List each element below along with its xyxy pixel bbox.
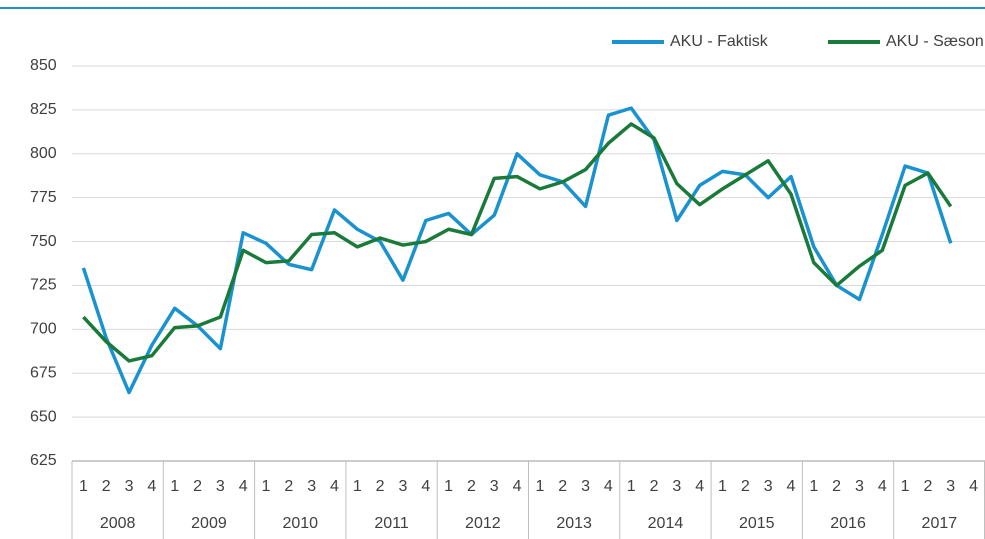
x-tick-label: 3 <box>125 478 134 495</box>
x-group-label: 2013 <box>556 515 592 532</box>
x-tick-label: 3 <box>946 478 955 495</box>
x-tick-label: 3 <box>216 478 225 495</box>
x-tick-label: 4 <box>239 478 248 495</box>
x-group-label: 2010 <box>282 515 318 532</box>
x-tick-label: 4 <box>604 478 613 495</box>
x-group-label: 2009 <box>191 515 227 532</box>
y-tick-label: 700 <box>30 321 57 338</box>
x-tick-label: 3 <box>399 478 408 495</box>
y-tick-label: 725 <box>30 277 57 294</box>
x-tick-label: 3 <box>672 478 681 495</box>
x-group-label: 2014 <box>648 515 684 532</box>
x-tick-label: 4 <box>330 478 339 495</box>
x-tick-label: 4 <box>421 478 430 495</box>
y-tick-label: 775 <box>30 189 57 206</box>
y-tick-label: 625 <box>30 452 57 469</box>
legend-label: AKU - Faktisk <box>670 33 769 50</box>
x-group-label: 2017 <box>922 515 958 532</box>
x-tick-label: 4 <box>513 478 522 495</box>
x-tick-label: 3 <box>490 478 499 495</box>
y-tick-label: 850 <box>30 57 57 74</box>
y-tick-label: 800 <box>30 145 57 162</box>
x-group-label: 2008 <box>100 515 136 532</box>
series-line <box>81 106 953 395</box>
x-tick-label: 1 <box>718 478 727 495</box>
x-tick-label: 1 <box>262 478 271 495</box>
x-tick-label: 1 <box>353 478 362 495</box>
x-tick-label: 3 <box>307 478 316 495</box>
x-tick-label: 4 <box>695 478 704 495</box>
x-tick-label: 1 <box>627 478 636 495</box>
x-tick-label: 2 <box>923 478 932 495</box>
legend-label: AKU - Sæson <box>886 33 984 50</box>
x-tick-label: 1 <box>444 478 453 495</box>
x-group-label: 2011 <box>374 515 409 532</box>
x-tick-label: 1 <box>901 478 910 495</box>
x-tick-label: 1 <box>535 478 544 495</box>
x-tick-label: 2 <box>558 478 567 495</box>
x-tick-label: 4 <box>147 478 156 495</box>
y-tick-label: 675 <box>30 364 57 381</box>
x-tick-label: 4 <box>878 478 887 495</box>
x-group-label: 2015 <box>739 515 775 532</box>
y-tick-label: 750 <box>30 233 57 250</box>
y-tick-label: 825 <box>30 101 57 118</box>
x-tick-label: 2 <box>650 478 659 495</box>
x-tick-label: 1 <box>170 478 179 495</box>
x-tick-label: 4 <box>787 478 796 495</box>
x-group-label: 2016 <box>830 515 866 532</box>
x-tick-label: 3 <box>764 478 773 495</box>
x-tick-label: 3 <box>581 478 590 495</box>
x-tick-label: 2 <box>832 478 841 495</box>
x-tick-label: 2 <box>741 478 750 495</box>
x-tick-label: 2 <box>284 478 293 495</box>
x-tick-label: 1 <box>809 478 818 495</box>
x-tick-label: 1 <box>79 478 88 495</box>
x-group-label: 2012 <box>465 515 501 532</box>
y-tick-label: 650 <box>30 408 57 425</box>
x-tick-label: 4 <box>969 478 978 495</box>
x-tick-label: 2 <box>102 478 111 495</box>
x-tick-label: 2 <box>376 478 385 495</box>
series-line <box>82 122 953 363</box>
x-tick-label: 3 <box>855 478 864 495</box>
x-tick-label: 2 <box>193 478 202 495</box>
x-tick-label: 2 <box>467 478 476 495</box>
